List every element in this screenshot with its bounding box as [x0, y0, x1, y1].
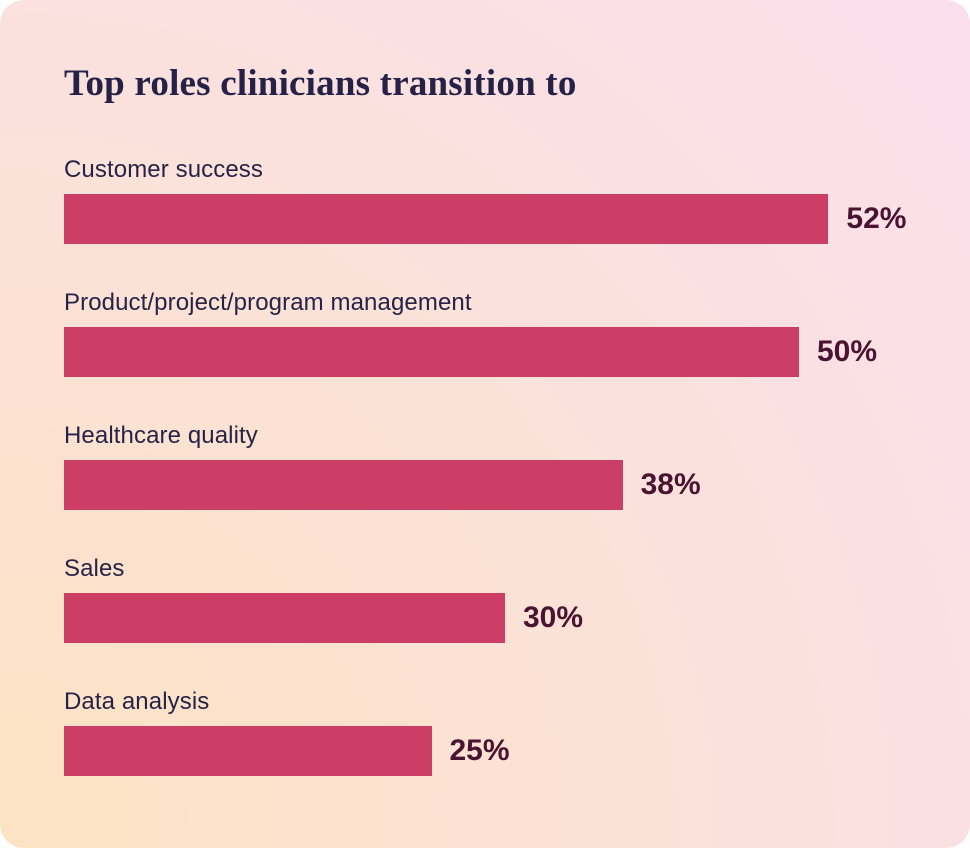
bar-value-label: 25%	[449, 734, 510, 767]
bar-line: 30%	[64, 593, 970, 643]
bar	[64, 460, 623, 510]
bar-row: Data analysis 25%	[64, 688, 970, 776]
bar-row: Product/project/program management 50%	[64, 289, 970, 377]
bar-line: 52%	[64, 194, 970, 244]
bar-value-label: 30%	[523, 601, 584, 634]
bar-row: Sales 30%	[64, 555, 970, 643]
bar-value-label: 52%	[846, 202, 907, 235]
bar-value-label: 50%	[817, 335, 878, 368]
bar-label: Sales	[64, 555, 125, 582]
bar-line: 50%	[64, 327, 970, 377]
bar	[64, 194, 829, 244]
bar	[64, 327, 799, 377]
bar-label: Product/project/program management	[64, 289, 472, 316]
bar-value-label: 38%	[640, 468, 701, 501]
bar-line: 25%	[64, 726, 970, 776]
bar-label: Healthcare quality	[64, 422, 258, 449]
bar-label: Customer success	[64, 156, 263, 183]
chart-title: Top roles clinicians transition to	[64, 63, 577, 104]
bar	[64, 593, 505, 643]
bar-row: Customer success 52%	[64, 156, 970, 244]
bar-line: 38%	[64, 460, 970, 510]
bar-row: Healthcare quality 38%	[64, 422, 970, 510]
bar	[64, 726, 432, 776]
bar-chart: Customer success 52% Product/project/pro…	[64, 156, 970, 776]
bar-label: Data analysis	[64, 688, 210, 715]
